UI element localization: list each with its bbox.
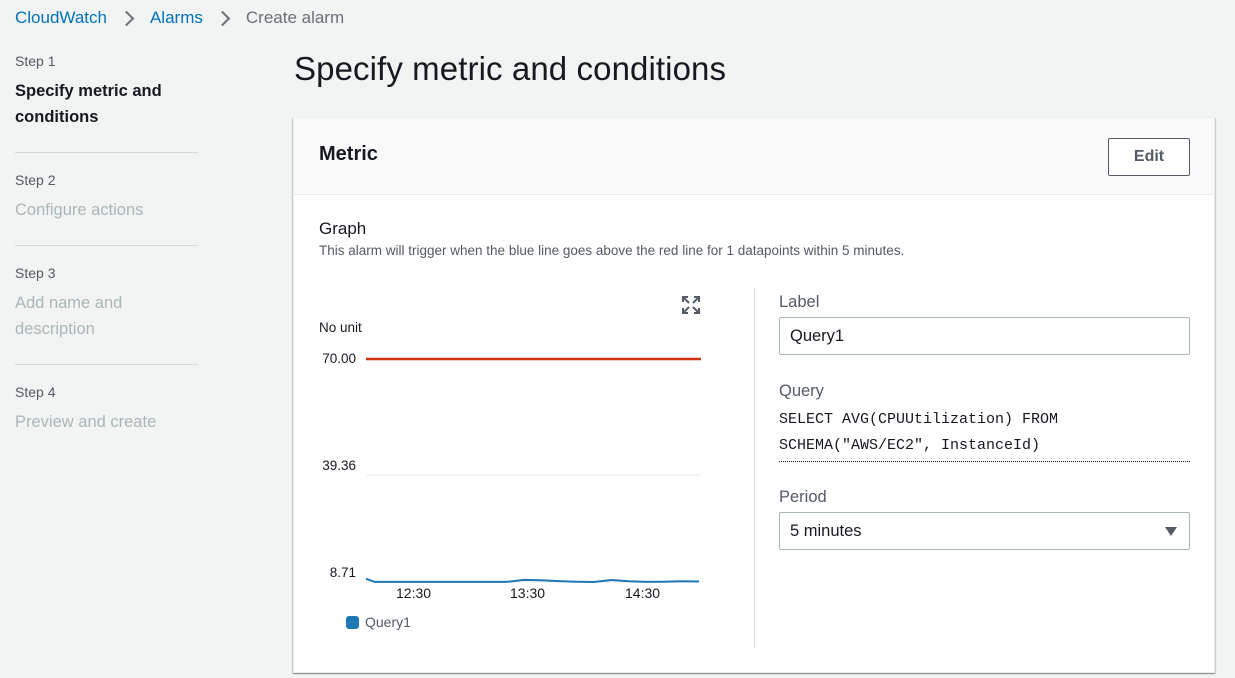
wizard-steps: Step 1 Specify metric and conditions Ste… [15,52,198,475]
breadcrumb-current: Create alarm [245,8,345,27]
vertical-divider [754,288,755,648]
x-tick-label: 12:30 [396,585,432,601]
edit-button[interactable]: Edit [1108,138,1190,176]
period-selected-value: 5 minutes [790,521,862,540]
step-number: Step 1 [15,53,56,69]
query-field-title: Query [779,382,824,400]
query-expression[interactable]: SELECT AVG(CPUUtilization) FROM SCHEMA("… [779,407,1190,462]
label-field-title: Label [779,293,820,311]
panel-header: Metric Edit [294,118,1214,195]
graph-label: Graph [319,219,367,238]
step-number: Step 3 [15,265,56,281]
graph-description: This alarm will trigger when the blue li… [319,243,905,258]
step-2: Step 2 Configure actions [15,171,198,246]
step-number: Step 4 [15,384,56,400]
chart-plot [365,357,701,584]
x-tick-label: 14:30 [625,585,661,601]
step-title: Configure actions [15,201,144,219]
step-title: Specify metric and conditions [15,82,162,126]
metric-panel: Metric Edit Graph This alarm will trigge… [293,117,1215,673]
chart-legend[interactable]: Query1 [346,614,411,630]
expand-icon[interactable] [682,296,700,314]
caret-down-icon [1165,526,1177,536]
period-field-title: Period [779,488,827,506]
step-title: Add name and description [15,294,123,338]
page-title: Specify metric and conditions [294,50,727,87]
breadcrumb-alarms[interactable]: Alarms [149,8,203,27]
legend-swatch [346,615,359,629]
y-tick-label: 39.36 [322,458,356,473]
legend-label: Query1 [365,614,411,630]
step-3: Step 3 Add name and description [15,264,198,365]
chevron-right-icon [118,10,135,26]
x-tick-label: 13:30 [510,585,546,601]
y-tick-label: 70.00 [322,351,356,366]
breadcrumb-cloudwatch[interactable]: CloudWatch [15,8,107,27]
step-title: Preview and create [15,413,157,431]
y-tick-label: 8.71 [329,565,356,580]
chevron-right-icon [214,10,231,26]
step-1: Step 1 Specify metric and conditions [15,52,198,153]
period-select[interactable]: 5 minutes [779,512,1190,550]
y-axis-unit-label: No unit [319,320,362,335]
step-4: Step 4 Preview and create [15,383,198,457]
step-number: Step 2 [15,172,56,188]
breadcrumb: CloudWatch Alarms Create alarm [15,7,344,29]
metric-form: Label Query SELECT AVG(CPUUtilization) F… [779,293,1191,550]
panel-title: Metric [319,143,378,165]
metric-chart: No unit 70.00 39.36 8.71 12:30 13:30 14:… [294,278,754,658]
label-input[interactable] [779,317,1190,355]
series-line-query1 [365,577,700,584]
